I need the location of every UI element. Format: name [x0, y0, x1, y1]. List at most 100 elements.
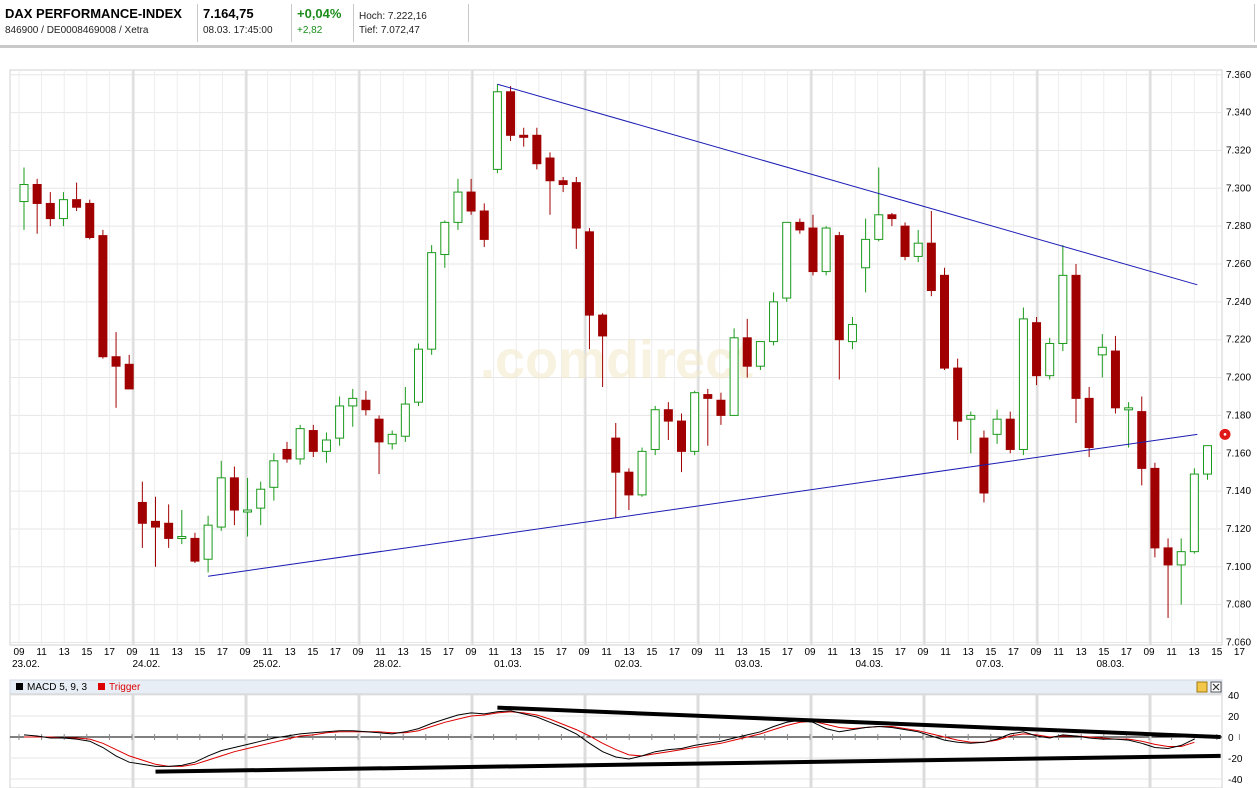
candle-body [1018, 318, 1028, 450]
candle-body [900, 225, 910, 257]
candle-body [361, 399, 371, 411]
x-hour-label: 15 [307, 647, 319, 658]
candle-body [650, 409, 660, 450]
y-tick-label: 7.140 [1226, 486, 1251, 497]
x-hour-label: 13 [511, 647, 523, 658]
candle-body [479, 210, 489, 240]
x-hour-label: 17 [782, 647, 794, 658]
candle-body [229, 477, 239, 511]
x-hour-label: 17 [556, 647, 568, 658]
watermark: .comdirect [480, 330, 753, 390]
candle-body [637, 450, 647, 496]
candle-body [348, 397, 358, 407]
candle-body [663, 409, 673, 422]
x-hour-label: 17 [1234, 647, 1246, 658]
x-hour-label: 09 [804, 647, 816, 658]
candle-body [243, 509, 253, 513]
candle-body [795, 221, 805, 231]
x-hour-label: 13 [285, 647, 297, 658]
x-hour-label: 09 [465, 647, 477, 658]
price-trendline [208, 433, 1198, 577]
x-hour-label: 09 [13, 647, 25, 658]
x-hour-label: 11 [1053, 647, 1064, 658]
candle-body [940, 274, 949, 369]
candle-body [216, 477, 226, 528]
x-hour-label: 11 [488, 647, 499, 658]
candle-body [427, 252, 437, 350]
x-hour-label: 11 [149, 647, 160, 658]
last-price: 7.164,75 [203, 6, 254, 21]
trigger-line [24, 711, 1195, 767]
y-tick-label: 7.080 [1226, 600, 1251, 611]
y-tick-label: 7.300 [1226, 183, 1251, 194]
macd-y-tick: 40 [1228, 691, 1240, 702]
x-day-label: 01.03. [494, 659, 522, 670]
candle-body [269, 460, 279, 488]
y-tick-label: 7.280 [1226, 221, 1251, 232]
candle-body [716, 399, 726, 416]
candle-body [45, 202, 55, 220]
instrument-cell: DAX PERFORMANCE-INDEX 846900 / DE0008469… [0, 4, 197, 42]
candle-body [466, 191, 476, 212]
candle-body [611, 437, 621, 473]
x-hour-label: 09 [691, 647, 703, 658]
x-hour-label: 15 [81, 647, 93, 658]
x-hour-label: 15 [1211, 647, 1223, 658]
macd-legend-label: MACD 5, 9, 3 [27, 682, 87, 693]
candle-body [598, 314, 608, 337]
macd-y-tick: 20 [1228, 712, 1240, 723]
candle-body [953, 367, 963, 422]
candle-body [1084, 397, 1094, 449]
candle-body [203, 524, 213, 560]
trigger-legend-swatch [98, 683, 105, 690]
candle-body [308, 430, 318, 452]
x-hour-label: 15 [1098, 647, 1110, 658]
quote-header: DAX PERFORMANCE-INDEX 846900 / DE0008469… [0, 0, 1257, 45]
candle-body [151, 520, 160, 528]
candle-body [321, 439, 331, 452]
x-hour-label: 17 [443, 647, 455, 658]
y-tick-label: 7.120 [1226, 524, 1251, 535]
x-day-label: 28.02. [374, 659, 402, 670]
candle-body [1005, 418, 1015, 450]
y-tick-label: 7.180 [1226, 410, 1251, 421]
candle-body [1110, 350, 1120, 409]
candle-body [755, 341, 765, 367]
x-hour-label: 09 [917, 647, 929, 658]
candle-body [769, 301, 779, 343]
x-hour-label: 09 [578, 647, 590, 658]
x-hour-label: 13 [172, 647, 184, 658]
candle-body [414, 348, 423, 403]
x-day-label: 24.02. [133, 659, 161, 670]
candle-body [545, 157, 555, 182]
macd-panel [9, 693, 1223, 788]
candle-body [584, 231, 594, 316]
x-hour-label: 11 [601, 647, 612, 658]
last-price-marker-dot [1223, 433, 1227, 436]
candle-body [282, 448, 292, 460]
x-hour-label: 11 [940, 647, 951, 658]
x-hour-label: 15 [759, 647, 771, 658]
x-hour-label: 11 [827, 647, 838, 658]
day-low: Tief: 7.072,47 [359, 25, 420, 36]
x-hour-label: 17 [217, 647, 229, 658]
candle-body [834, 235, 844, 341]
x-hour-label: 17 [895, 647, 907, 658]
candle-body [782, 221, 792, 299]
y-tick-label: 7.060 [1226, 638, 1251, 649]
candle-body [808, 227, 818, 273]
x-hour-label: 09 [352, 647, 364, 658]
quote-datetime: 08.03. 17:45:00 [203, 25, 273, 36]
y-tick-label: 7.260 [1226, 259, 1251, 270]
candle-body [1137, 411, 1147, 469]
x-hour-label: 13 [398, 647, 410, 658]
candle-body [1150, 467, 1160, 549]
macd-legend-swatch [16, 683, 23, 690]
candle-body [440, 221, 450, 256]
candle-body [111, 356, 121, 367]
panel-close-glyph [1212, 683, 1220, 691]
x-hour-label: 13 [1189, 647, 1201, 658]
candle-body [887, 214, 897, 220]
candle-body [1203, 445, 1212, 475]
